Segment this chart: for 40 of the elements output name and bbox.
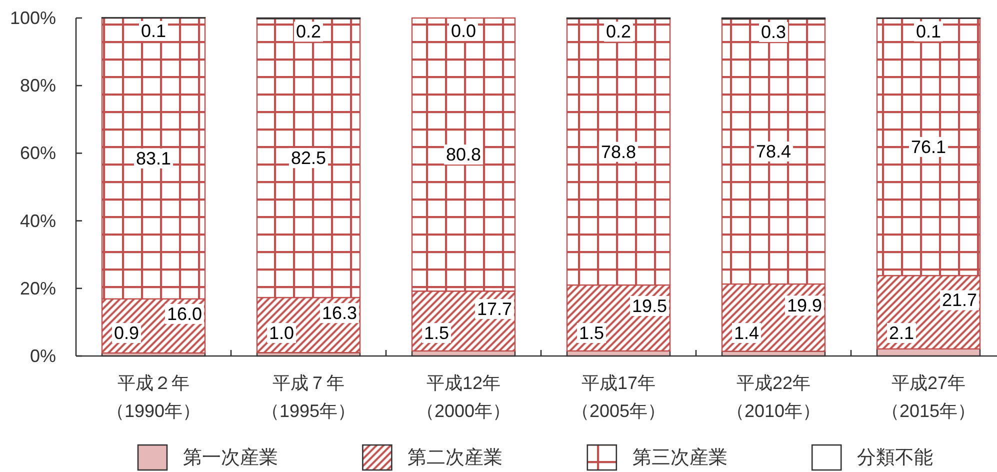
y-tick-label: 100% [10,8,56,28]
data-label: 1.0 [269,323,294,343]
legend-label: 第二次産業 [408,446,503,468]
data-label: 16.0 [166,304,202,324]
y-tick-label: 80% [20,76,56,96]
legend-label: 第三次産業 [632,446,728,468]
data-label: 19.9 [786,296,822,316]
data-label: 0.1 [140,21,166,41]
data-label: 83.1 [136,148,172,168]
x-tick-label: 平成７年（1995年） [261,373,356,421]
x-tick-label: 平成12年（2000年） [416,373,511,421]
data-label: 78.4 [756,142,792,162]
data-label: 0.2 [296,22,322,42]
data-label: 0.0 [450,21,476,41]
legend-label: 分類不能 [857,448,934,468]
data-label: 1.5 [424,323,450,343]
data-label: 80.8 [446,144,482,165]
data-label: 1.4 [734,323,760,343]
y-tick-label: 60% [20,143,56,164]
data-label: 19.5 [632,296,667,316]
legend-label: 第一次産業 [183,446,278,468]
data-label: 1.5 [579,323,604,343]
x-tick-label: 平成17年（2005年） [571,373,666,421]
data-label: 0.9 [114,323,140,343]
data-label: 17.7 [476,299,512,320]
data-label: 0.3 [760,22,786,42]
data-label: 76.1 [910,136,946,157]
x-tick-label: 平成22年（2010年） [726,373,821,421]
x-tick-label: 平成２年（1990年） [106,373,201,421]
y-tick-label: 20% [20,278,56,298]
data-label: 21.7 [942,290,977,310]
y-tick-label: 0% [30,346,56,366]
y-tick-label: 40% [20,210,56,231]
data-label: 16.3 [322,303,357,324]
data-label: 0.1 [916,21,942,42]
data-label: 82.5 [290,148,326,168]
data-label: 2.1 [889,323,914,343]
data-label: 78.8 [600,142,636,162]
data-label: 0.2 [606,22,632,42]
x-tick-label: 平成27年（2015年） [881,373,976,421]
